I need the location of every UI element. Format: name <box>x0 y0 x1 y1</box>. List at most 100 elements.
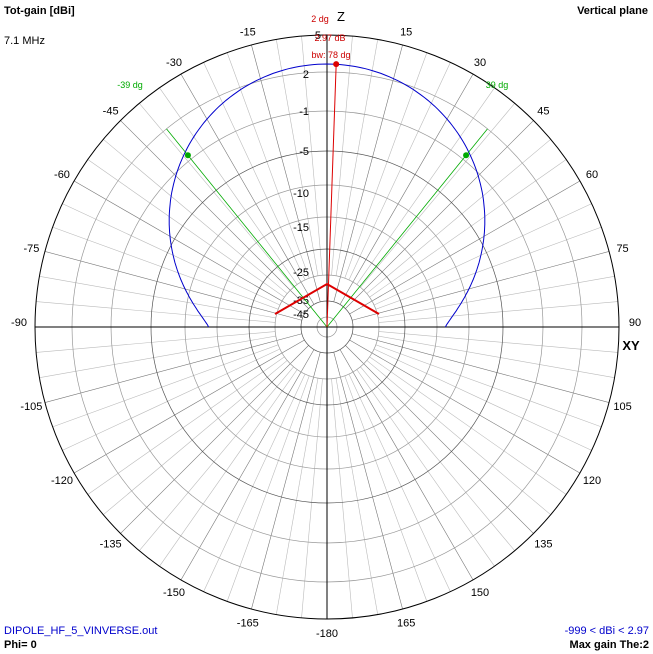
grid-spoke <box>369 356 567 495</box>
theta-tick-label: -180 <box>316 628 338 640</box>
grid-spoke <box>345 345 534 534</box>
grid-spoke <box>331 378 353 618</box>
half-power-left-label: -39 dg <box>117 80 143 90</box>
grid-spoke <box>52 226 279 310</box>
max-gain-marker <box>326 61 340 328</box>
grid-spoke <box>44 251 302 321</box>
grid-spoke <box>301 378 323 618</box>
grid-spoke <box>159 87 298 285</box>
antenna-wire <box>274 282 380 315</box>
theta-tick-label: -30 <box>166 57 182 69</box>
grid-spoke <box>333 352 403 610</box>
theta-tick-label: -120 <box>51 475 73 487</box>
half-power-point <box>184 152 191 159</box>
max-gain-theta: Max gain The:2 <box>569 639 649 651</box>
grid-spoke <box>120 120 309 309</box>
grid-spoke <box>275 39 319 276</box>
grid-spoke <box>139 103 294 288</box>
grid-spoke <box>301 36 323 276</box>
grid-spoke <box>349 339 581 474</box>
grid-spoke <box>348 374 451 592</box>
theta-tick-label: 60 <box>586 169 598 181</box>
theta-tick-labels: -180-165-150-135-120-105-90-75-60-45-30-… <box>11 26 641 640</box>
grid-spoke <box>73 339 305 474</box>
radial-tick-label: -10 <box>293 188 309 200</box>
max-gain-label: 2.97 dB <box>314 33 345 43</box>
xy-axis-label: XY <box>622 338 640 353</box>
theta-tick-label: 135 <box>534 538 552 550</box>
grid-spoke <box>344 375 428 602</box>
grid-spoke <box>275 378 319 615</box>
half-power-right-label: 39 dg <box>486 80 509 90</box>
grid-spoke <box>369 159 567 298</box>
grid-spoke <box>375 226 602 310</box>
theta-tick-label: 105 <box>613 401 631 413</box>
grid-spoke <box>180 349 315 581</box>
grid-spoke <box>36 301 276 323</box>
theta-tick-label: -135 <box>100 538 122 550</box>
theta-tick-label: -150 <box>163 587 185 599</box>
half-power-line <box>326 128 488 328</box>
grid-spoke <box>73 180 305 315</box>
theta-tick-label: -60 <box>54 169 70 181</box>
z-axis-label: Z <box>337 9 345 24</box>
grid-spoke <box>378 301 618 323</box>
grid-spoke <box>87 356 285 495</box>
grid-spoke <box>335 378 379 615</box>
grid-spoke <box>374 348 592 451</box>
max-angle-label: 2 dg <box>311 14 329 24</box>
grid-spoke <box>344 52 428 279</box>
radial-tick-label: -45 <box>293 309 309 321</box>
grid-spoke <box>349 180 581 315</box>
grid-spoke <box>333 44 403 302</box>
max-gain-point <box>333 61 340 68</box>
theta-tick-label: -15 <box>240 26 256 38</box>
grid-spoke <box>226 375 310 602</box>
radial-tick-label: -25 <box>293 267 309 279</box>
grid-spoke <box>44 333 302 403</box>
grid-spoke <box>375 344 602 428</box>
grid-spoke <box>339 73 474 305</box>
phi-label: Phi= 0 <box>4 639 37 651</box>
radial-tick-label: -35 <box>293 295 309 307</box>
gain-range: -999 < dBi < 2.97 <box>564 625 649 637</box>
radial-tick-label: -5 <box>299 146 309 158</box>
radial-tick-label: -15 <box>293 222 309 234</box>
grid-spoke <box>62 348 280 451</box>
grid-spoke <box>352 333 610 403</box>
grid-spoke <box>345 120 534 309</box>
grid-spoke <box>39 275 276 319</box>
grid-spoke <box>203 62 306 280</box>
chart-title: Tot-gain [dBi] <box>4 5 75 17</box>
grid-spoke <box>62 203 280 306</box>
radial-tick-label: 2 <box>303 69 309 81</box>
grid-spoke <box>339 349 474 581</box>
theta-tick-label: -105 <box>20 401 42 413</box>
grid-spoke <box>331 36 353 276</box>
grid-spoke <box>159 369 298 567</box>
frequency-label: 7.1 MHz <box>4 35 45 47</box>
grid-spoke <box>378 275 615 319</box>
grid-spoke <box>36 331 276 353</box>
grid-spoke <box>378 335 615 379</box>
grid-spoke <box>352 251 610 321</box>
plane-label: Vertical plane <box>577 5 648 17</box>
beamwidth-label: bw: 78 dg <box>311 50 350 60</box>
grid-spoke <box>226 52 310 279</box>
theta-tick-label: 165 <box>397 618 415 630</box>
theta-tick-label: -75 <box>23 243 39 255</box>
theta-tick-label: 120 <box>583 475 601 487</box>
theta-tick-label: 150 <box>471 587 489 599</box>
grid-spoke <box>103 139 288 294</box>
grid-spoke <box>335 39 379 276</box>
theta-tick-label: -90 <box>11 317 27 329</box>
grid-spoke <box>360 103 515 288</box>
radial-tick-labels: 2 -1 -5 -10 -15 -25 -35 -45 <box>293 69 309 321</box>
grid-spoke <box>87 159 285 298</box>
grid-spoke <box>374 203 592 306</box>
grid-spoke <box>356 87 495 285</box>
file-name: DIPOLE_HF_5_VINVERSE.out <box>4 625 158 637</box>
grid-spoke <box>251 44 321 302</box>
grid-spoke <box>203 374 306 592</box>
polar-grid <box>34 34 620 620</box>
